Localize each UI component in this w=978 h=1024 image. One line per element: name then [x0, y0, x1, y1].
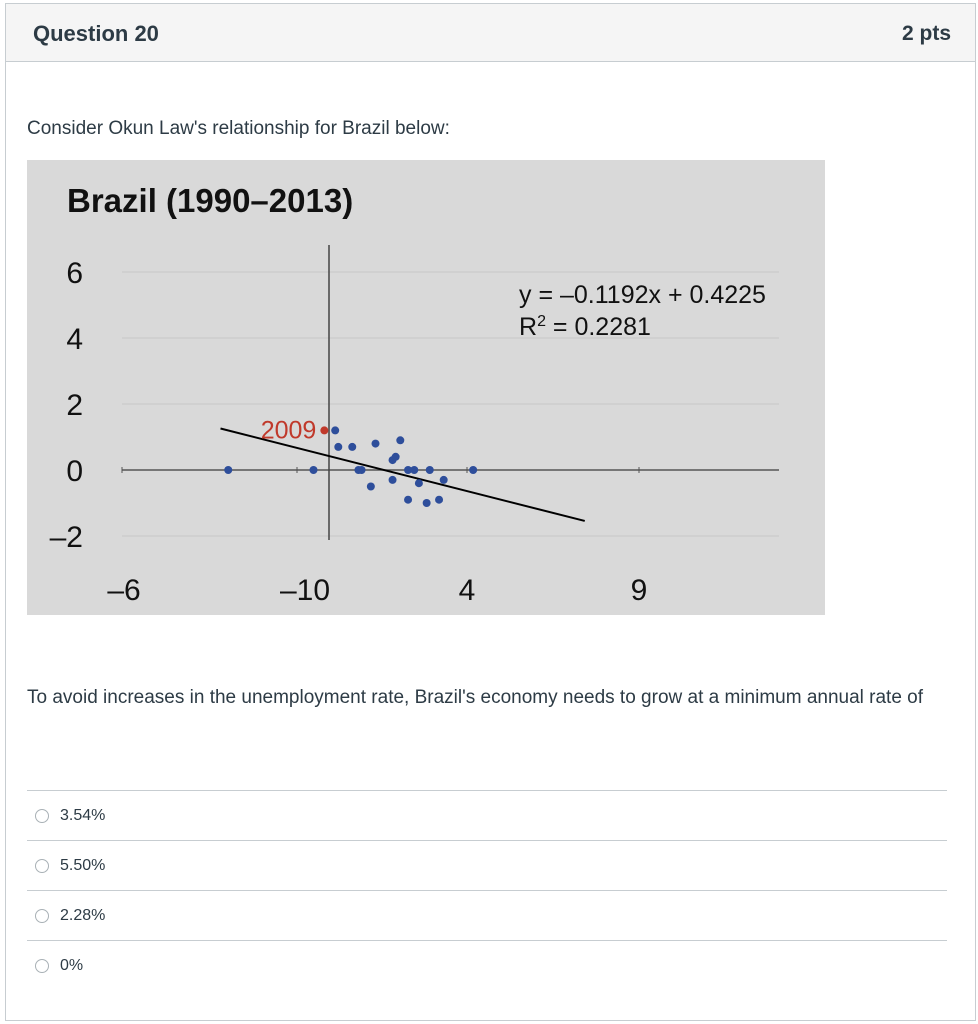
data-point	[366, 482, 375, 491]
x-tick-label: –10	[280, 574, 330, 607]
highlight-label: 2009	[261, 416, 317, 444]
y-tick-label: 0	[66, 455, 83, 488]
data-point	[439, 475, 448, 484]
data-point	[414, 479, 423, 488]
trendline	[220, 427, 585, 522]
highlight-point-2009	[320, 426, 329, 435]
data-point	[469, 466, 478, 474]
y-tick-label: 2	[66, 389, 83, 422]
data-point	[224, 466, 233, 474]
data-point	[435, 495, 444, 504]
radio-button[interactable]	[35, 909, 49, 923]
question-title: Question 20	[33, 21, 159, 46]
r-squared-label: R2 = 0.2281	[519, 313, 651, 341]
okun-chart-image: Brazil (1990–2013) 6 4 2 0 –2 –6 –10 4 9 2009 y = –…	[27, 160, 825, 615]
answer-option[interactable]: 3.54%	[27, 790, 947, 840]
question-text: To avoid increases in the unemployment r…	[27, 687, 924, 708]
answer-label: 2.28%	[60, 907, 106, 924]
chart-title: Brazil (1990–2013)	[67, 182, 353, 219]
data-point	[410, 466, 419, 474]
trendline-equation: y = –0.1192x + 0.4225	[519, 281, 766, 309]
radio-button[interactable]	[35, 809, 49, 823]
data-point	[331, 426, 340, 435]
question-header: Question 20 2 pts	[6, 4, 975, 62]
y-tick-label: –2	[50, 521, 83, 554]
radio-button[interactable]	[35, 959, 49, 973]
y-tick-label: 6	[66, 257, 83, 290]
data-point	[391, 452, 400, 461]
question-prompt: Consider Okun Law's relationship for Bra…	[27, 118, 450, 139]
data-point	[388, 475, 397, 484]
radio-button[interactable]	[35, 859, 49, 873]
data-point	[396, 436, 405, 445]
okun-chart: Brazil (1990–2013) 6 4 2 0 –2 –6 –10 4 9 2009 y = –…	[27, 160, 825, 615]
data-point	[334, 442, 343, 451]
answer-label: 5.50%	[60, 857, 106, 874]
data-point	[404, 495, 413, 504]
x-tick-label: 9	[631, 574, 648, 607]
answer-option[interactable]: 2.28%	[27, 890, 947, 940]
data-point	[309, 466, 318, 474]
x-tick-label: –6	[107, 574, 140, 607]
x-tick-label: 4	[459, 574, 476, 607]
y-tick-label: 4	[66, 323, 83, 356]
data-point	[404, 466, 413, 474]
chart-background	[27, 160, 825, 615]
answer-label: 3.54%	[60, 807, 106, 824]
data-point	[425, 466, 434, 474]
answer-list: 3.54% 5.50% 2.28% 0%	[27, 790, 947, 990]
answer-option[interactable]: 0%	[27, 940, 947, 990]
data-point	[371, 439, 380, 448]
answer-option[interactable]: 5.50%	[27, 840, 947, 890]
data-point	[357, 466, 366, 474]
question-points: 2 pts	[901, 22, 951, 45]
answer-label: 0%	[60, 957, 84, 974]
data-point	[422, 499, 431, 507]
data-point	[348, 442, 357, 451]
